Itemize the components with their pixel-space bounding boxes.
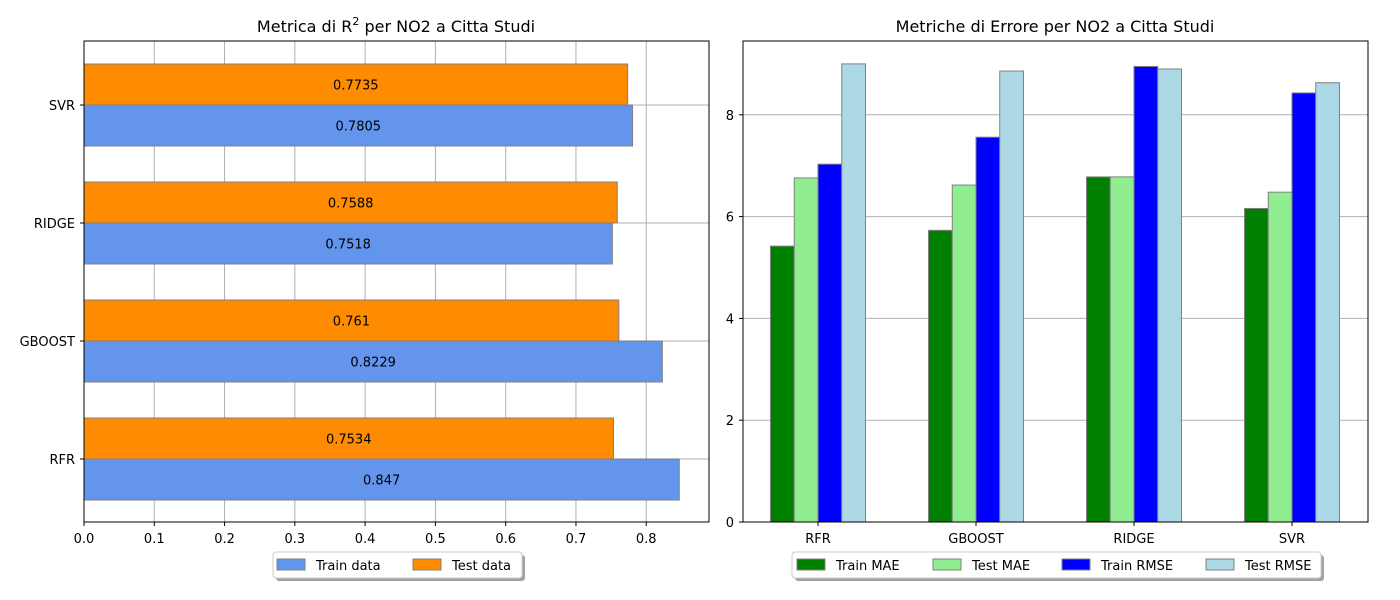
r2-x-tick-label: 0.8 — [636, 532, 657, 547]
err-y-tick-label: 0 — [726, 516, 734, 531]
r2-chart-bar-labels: 0.847 0.7534 0.8229 0.761 0.7518 0.7588 0.7805… — [325, 79, 400, 489]
r2-legend-label-test-data: Test data — [451, 559, 511, 574]
r2-x-tick-label: 0.1 — [144, 532, 165, 547]
err-bar-train-rmse-gboost — [975, 136, 1001, 523]
r2-y-tick-label: RFR — [49, 453, 75, 468]
r2-x-tick-label: 0.6 — [495, 532, 516, 547]
r2-chart-bars — [83, 63, 680, 501]
r2-bar-label-train-gboost: 0.8229 — [350, 356, 396, 371]
err-y-tick-label: 8 — [726, 109, 734, 124]
r2-y-tick-label: SVR — [49, 99, 75, 114]
error-chart-legend: Train MAE Test MAE Train RMSE Test RMSE — [791, 551, 1324, 581]
err-legend-box — [791, 551, 1322, 579]
err-bar-train-rmse-svr — [1291, 92, 1317, 523]
err-legend-label-train-rmse: Train RMSE — [1100, 559, 1173, 574]
r2-bar-label-test-rfr: 0.7534 — [326, 433, 372, 448]
err-x-tick-label: RIDGE — [1113, 532, 1154, 547]
err-x-tick-label: RFR — [805, 532, 831, 547]
r2-chart-title: Metrica di R2 per NO2 a Citta Studi — [257, 15, 535, 36]
r2-bar-label-train-ridge: 0.7518 — [325, 238, 371, 253]
r2-chart: Metrica di R2 per NO2 a Citta Studi 0.84… — [20, 15, 710, 581]
r2-bar-label-train-svr: 0.7805 — [336, 120, 382, 135]
r2-legend-swatch-test-data — [412, 558, 442, 571]
r2-legend-label-train-data: Train data — [315, 559, 381, 574]
err-bar-test-rmse-ridge — [1157, 68, 1182, 523]
r2-bar-train-svr — [83, 104, 634, 147]
err-legend-label-test-rmse: Test RMSE — [1244, 559, 1311, 574]
r2-chart-frame — [83, 40, 710, 523]
error-chart-frame — [742, 40, 1369, 523]
error-chart-title: Metriche di Errore per NO2 a Citta Studi — [896, 17, 1215, 36]
err-bar-train-rmse-rfr — [817, 163, 843, 523]
err-legend-swatch-test-rmse — [1205, 558, 1235, 571]
error-chart-x-ticks: RFR GBOOST RIDGE SVR — [805, 522, 1305, 547]
r2-bar-label-train-rfr: 0.847 — [363, 474, 400, 489]
error-chart-bars — [770, 63, 1340, 523]
err-legend-label-test-mae: Test MAE — [971, 559, 1030, 574]
r2-chart-x-ticks: 0.0 0.1 0.2 0.3 0.4 0.5 0.6 0.7 0.8 — [74, 522, 657, 547]
err-y-tick-label: 2 — [726, 414, 734, 429]
r2-x-tick-label: 0.4 — [355, 532, 376, 547]
r2-chart-y-ticks: RFR GBOOST RIDGE SVR — [20, 99, 84, 468]
err-bar-test-rmse-svr — [1315, 82, 1340, 523]
r2-bar-test-gboost — [83, 299, 620, 342]
r2-bar-label-test-svr: 0.7735 — [333, 79, 379, 94]
err-bar-test-mae-svr — [1267, 191, 1293, 523]
err-bar-train-mae-rfr — [770, 245, 795, 523]
error-chart: Metriche di Errore per NO2 a Citta Studi… — [726, 17, 1369, 581]
err-legend-swatch-train-rmse — [1061, 558, 1091, 571]
err-bar-train-rmse-ridge — [1133, 65, 1159, 523]
r2-x-tick-label: 0.5 — [425, 532, 446, 547]
err-y-tick-label: 6 — [726, 211, 734, 226]
err-y-tick-label: 4 — [726, 312, 734, 327]
r2-bar-train-gboost — [83, 340, 663, 383]
r2-x-tick-label: 0.0 — [74, 532, 95, 547]
error-chart-y-ticks: 0 2 4 6 8 — [726, 109, 743, 531]
err-bar-train-mae-svr — [1244, 207, 1269, 523]
r2-bar-test-svr — [83, 63, 629, 106]
r2-x-tick-label: 0.2 — [214, 532, 235, 547]
r2-legend-swatch-train-data — [276, 558, 306, 571]
err-legend-swatch-train-mae — [796, 558, 826, 571]
r2-legend-box — [272, 551, 523, 579]
r2-x-tick-label: 0.7 — [566, 532, 587, 547]
r2-chart-legend: Train data Test data — [272, 551, 525, 581]
err-bar-test-rmse-rfr — [841, 63, 866, 523]
r2-y-tick-label: RIDGE — [34, 217, 75, 232]
r2-bar-label-test-ridge: 0.7588 — [328, 197, 374, 212]
err-legend-swatch-test-mae — [932, 558, 962, 571]
r2-y-tick-label: GBOOST — [20, 335, 75, 350]
err-x-tick-label: SVR — [1279, 532, 1305, 547]
err-bar-test-mae-ridge — [1109, 176, 1135, 523]
err-legend-label-train-mae: Train MAE — [835, 559, 900, 574]
r2-bar-test-rfr — [83, 417, 614, 460]
r2-bar-train-rfr — [83, 458, 680, 501]
r2-x-tick-label: 0.3 — [284, 532, 305, 547]
err-bar-test-mae-gboost — [951, 184, 977, 523]
r2-bar-label-test-gboost: 0.761 — [333, 315, 370, 330]
err-bar-train-mae-gboost — [928, 229, 953, 523]
err-bar-test-rmse-gboost — [999, 70, 1024, 523]
err-bar-train-mae-ridge — [1086, 176, 1111, 523]
err-bar-test-mae-rfr — [793, 177, 819, 523]
err-x-tick-label: GBOOST — [948, 532, 1003, 547]
